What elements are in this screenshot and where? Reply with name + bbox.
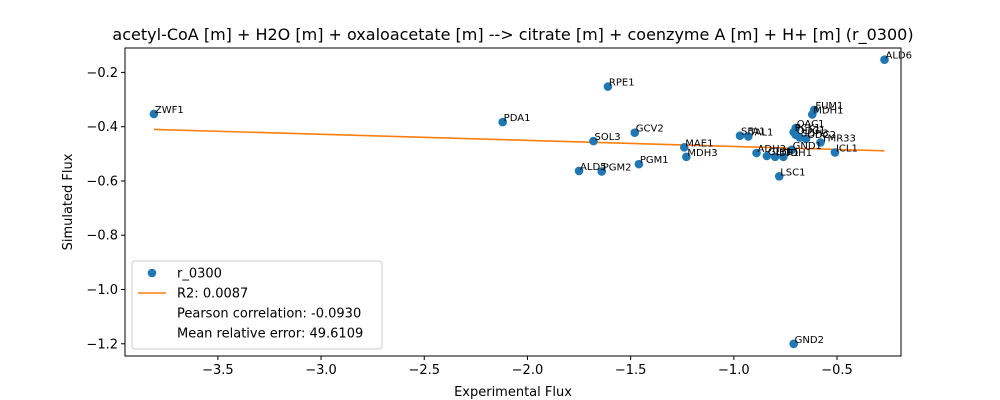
- data-point: [597, 167, 607, 176]
- data-point-label: FUM1: [815, 101, 843, 112]
- data-point: [880, 55, 889, 64]
- data-point-label: ODC1: [797, 126, 826, 137]
- data-point: [743, 132, 753, 141]
- data-point-label: MDH1: [813, 105, 843, 116]
- x-tick-label: −3.0: [305, 363, 337, 378]
- data-point-label: MDH3: [687, 148, 717, 159]
- data-point-label: ADH3: [758, 144, 786, 155]
- x-tick-label: −2.5: [408, 363, 440, 378]
- x-axis-title: Experimental Flux: [454, 385, 572, 400]
- legend-box: [131, 260, 383, 350]
- y-axis: −1.2 −1.0 −0.8 −0.6 −0.4 −0.2: [86, 66, 125, 352]
- y-tick-label: −0.4: [86, 120, 118, 135]
- data-point: [762, 151, 772, 161]
- x-tick-label: −3.5: [202, 363, 234, 378]
- data-point: [816, 138, 825, 147]
- data-point-label: PGM1: [640, 155, 669, 166]
- data-point-label: OAC1: [797, 119, 825, 130]
- data-point-label: TDH1: [783, 148, 812, 159]
- data-point: [770, 152, 780, 162]
- data-point: [634, 159, 644, 169]
- data-point-label: ZWF1: [155, 105, 184, 116]
- y-axis-title: Simulated Flux: [61, 153, 76, 250]
- legend-point-marker: [147, 268, 157, 278]
- data-point-label: GND2: [795, 335, 824, 346]
- data-point: [603, 82, 613, 91]
- y-tick-label: −0.2: [86, 66, 118, 81]
- data-point: [752, 148, 761, 158]
- data-point-label: IDP1: [776, 148, 799, 159]
- data-point: [779, 152, 788, 162]
- y-tick-label: −0.6: [86, 174, 118, 189]
- data-point: [807, 110, 817, 119]
- data-point-layer: [149, 55, 889, 349]
- data-point: [630, 128, 640, 137]
- data-point-label: SDH3: [801, 129, 829, 140]
- regression-line: [153, 128, 885, 152]
- data-point: [735, 131, 745, 140]
- data-point-label: ALD6: [885, 51, 911, 62]
- x-tick-label: −1.0: [718, 363, 750, 378]
- data-point-label: GCV2: [636, 124, 664, 135]
- data-point-label: PGM2: [603, 162, 632, 173]
- data-point-label: PDA1: [504, 113, 531, 124]
- data-point-label: LSC1: [780, 167, 805, 178]
- data-point-label: TAL1: [748, 127, 773, 138]
- data-point-label: YMR33: [821, 133, 856, 144]
- data-point-label: RPE1: [609, 78, 635, 89]
- data-point: [787, 145, 796, 155]
- legend: r_0300 R2: 0.0087 Pearson correlation: -0.…: [131, 260, 383, 350]
- data-point: [149, 109, 159, 119]
- data-point: [682, 152, 691, 162]
- data-point: [830, 148, 840, 157]
- data-point-label: GLY1: [768, 147, 792, 158]
- x-tick-label: −2.0: [512, 363, 544, 378]
- chart-title: acetyl-CoA [m] + H2O [m] + oxaloacetate …: [112, 25, 913, 45]
- data-point: [679, 143, 689, 152]
- data-point: [574, 166, 584, 176]
- legend-entry: Pearson correlation: -0.0930: [177, 307, 361, 322]
- data-point-label: PCK1: [795, 123, 821, 134]
- data-point: [498, 117, 507, 127]
- data-point: [801, 134, 811, 144]
- y-tick-label: −1.0: [86, 283, 118, 298]
- fit-line-layer: [153, 128, 885, 152]
- data-point-label: ICL1: [836, 143, 858, 154]
- y-tick-label: −0.8: [86, 229, 118, 244]
- legend-entry: Mean relative error: 49.6109: [177, 327, 363, 342]
- data-point-label: GND1: [793, 141, 822, 152]
- data-point-label: ALD5: [580, 162, 606, 173]
- data-point: [774, 172, 784, 181]
- y-tick-label: −1.2: [86, 337, 118, 352]
- data-point-label: ODC2: [807, 130, 836, 141]
- data-point-label: SFA1: [741, 127, 765, 138]
- legend-entry: r_0300: [177, 267, 222, 282]
- x-tick-label: −1.5: [615, 363, 647, 378]
- x-tick-label: −0.5: [821, 363, 853, 378]
- data-point-label: MAE1: [685, 138, 713, 149]
- plot-frame: [124, 47, 902, 357]
- data-point: [589, 136, 598, 146]
- data-point: [789, 339, 798, 349]
- legend-entry: R2: 0.0087: [177, 287, 248, 302]
- data-point-label: SOL3: [594, 132, 620, 143]
- x-axis: −3.5 −3.0 −2.5 −2.0 −1.5 −1.0 −0.5: [202, 356, 853, 378]
